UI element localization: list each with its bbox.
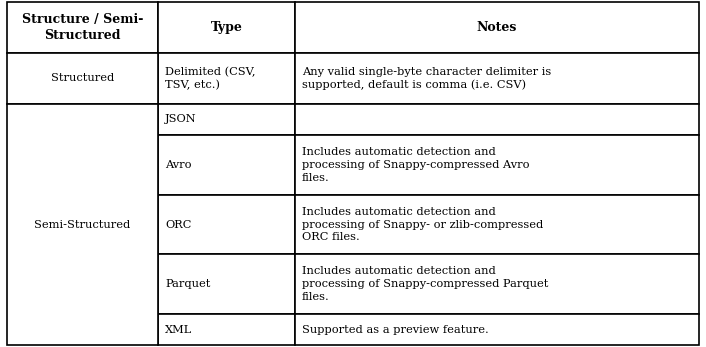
Bar — [295, 53, 699, 104]
Text: ORC: ORC — [165, 220, 191, 230]
Bar — [158, 314, 295, 345]
Text: Supported as a preview feature.: Supported as a preview feature. — [302, 325, 489, 335]
Text: Includes automatic detection and
processing of Snappy-compressed Parquet
files.: Includes automatic detection and process… — [302, 266, 549, 302]
Bar — [7, 53, 158, 104]
Bar — [158, 104, 295, 135]
Bar — [158, 2, 295, 53]
Bar — [295, 104, 699, 135]
Text: Any valid single-byte character delimiter is
supported, default is comma (i.e. C: Any valid single-byte character delimite… — [302, 67, 551, 90]
Text: Includes automatic detection and
processing of Snappy- or zlib-compressed
ORC fi: Includes automatic detection and process… — [302, 207, 543, 242]
Bar — [7, 104, 158, 345]
Bar — [295, 254, 699, 314]
Text: Notes: Notes — [477, 21, 517, 34]
Text: Structure / Semi-
Structured: Structure / Semi- Structured — [22, 12, 143, 42]
Bar — [7, 2, 158, 53]
Text: Parquet: Parquet — [165, 279, 210, 289]
Text: Avro: Avro — [165, 160, 191, 170]
Text: Includes automatic detection and
processing of Snappy-compressed Avro
files.: Includes automatic detection and process… — [302, 147, 530, 183]
Text: XML: XML — [165, 325, 192, 335]
Bar — [158, 135, 295, 195]
Bar — [295, 314, 699, 345]
Bar — [158, 254, 295, 314]
Bar — [158, 53, 295, 104]
Bar — [295, 135, 699, 195]
Text: Structured: Structured — [51, 73, 114, 83]
Bar — [295, 195, 699, 254]
Text: Semi-Structured: Semi-Structured — [35, 220, 131, 230]
Text: JSON: JSON — [165, 115, 196, 125]
Text: Type: Type — [210, 21, 242, 34]
Text: Delimited (CSV,
TSV, etc.): Delimited (CSV, TSV, etc.) — [165, 67, 256, 90]
Bar — [295, 2, 699, 53]
Bar — [158, 195, 295, 254]
